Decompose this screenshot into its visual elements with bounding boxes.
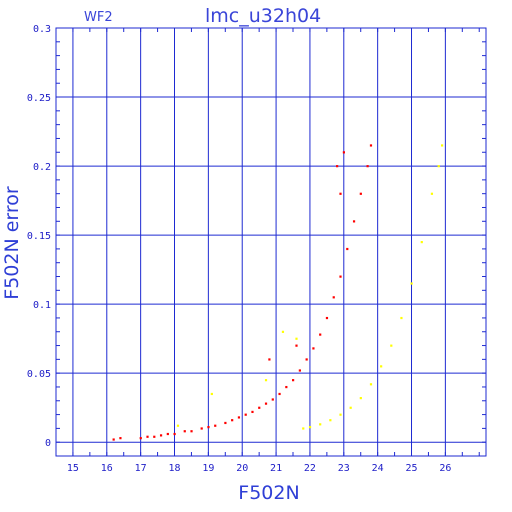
x-tick-label: 21 bbox=[270, 463, 282, 474]
data-point bbox=[380, 365, 383, 368]
y-tick-label: 0.3 bbox=[33, 24, 51, 35]
data-point bbox=[237, 416, 241, 419]
data-point bbox=[430, 192, 434, 195]
x-tick-label: 17 bbox=[135, 463, 147, 474]
data-point bbox=[268, 358, 271, 361]
data-point bbox=[207, 426, 210, 429]
points-layer bbox=[112, 144, 444, 441]
data-point bbox=[359, 192, 362, 195]
data-point bbox=[342, 151, 345, 154]
x-tick-label: 26 bbox=[439, 463, 451, 474]
y-tick-label: 0.2 bbox=[33, 162, 51, 173]
data-point bbox=[305, 358, 308, 361]
x-tick-label: 25 bbox=[405, 463, 417, 474]
data-point bbox=[437, 165, 440, 168]
chart-title: lmc_u32h04 bbox=[205, 5, 321, 27]
data-point bbox=[339, 192, 342, 195]
data-point bbox=[258, 406, 261, 409]
data-point bbox=[264, 379, 268, 382]
data-point bbox=[346, 247, 349, 251]
x-tick-label: 15 bbox=[67, 463, 79, 474]
data-point bbox=[410, 282, 413, 285]
data-point bbox=[139, 437, 142, 440]
data-point bbox=[312, 347, 315, 350]
x-tick-label: 19 bbox=[202, 463, 214, 474]
data-point bbox=[308, 426, 312, 429]
data-point bbox=[244, 413, 247, 416]
y-tick-label: 0 bbox=[45, 438, 51, 449]
x-tick-label: 23 bbox=[338, 463, 350, 474]
data-point bbox=[420, 241, 423, 244]
data-point bbox=[359, 397, 362, 400]
y-tick-label: 0.1 bbox=[33, 300, 51, 311]
data-point bbox=[366, 165, 369, 168]
chart-subtitle: WF2 bbox=[84, 10, 113, 25]
x-axis-label: F502N bbox=[238, 482, 299, 504]
data-point bbox=[339, 275, 342, 278]
data-point bbox=[390, 344, 393, 347]
data-point bbox=[119, 437, 122, 440]
data-point bbox=[319, 333, 322, 336]
data-point bbox=[200, 427, 203, 430]
data-point bbox=[369, 383, 373, 386]
data-point bbox=[183, 430, 186, 433]
data-point bbox=[440, 144, 444, 147]
data-point bbox=[231, 419, 234, 422]
data-point bbox=[159, 434, 163, 437]
data-point bbox=[400, 316, 403, 320]
data-point bbox=[173, 432, 176, 436]
data-point bbox=[292, 379, 295, 382]
data-point bbox=[319, 423, 322, 426]
frame-layer bbox=[55, 27, 487, 457]
data-point bbox=[251, 410, 254, 414]
data-point bbox=[285, 385, 288, 389]
grid-layer bbox=[56, 27, 486, 456]
data-point bbox=[325, 316, 329, 320]
data-point bbox=[176, 424, 180, 427]
data-point bbox=[214, 424, 217, 427]
y-tick-label: 0.05 bbox=[27, 369, 51, 380]
data-point bbox=[166, 432, 169, 436]
data-point bbox=[278, 392, 281, 396]
data-point bbox=[302, 427, 305, 430]
data-point bbox=[146, 435, 149, 438]
data-point bbox=[339, 413, 342, 416]
data-point bbox=[281, 330, 285, 333]
data-point bbox=[264, 402, 268, 405]
data-point bbox=[332, 296, 335, 299]
data-point bbox=[153, 435, 156, 438]
x-tick-label: 24 bbox=[372, 463, 384, 474]
data-point bbox=[349, 406, 352, 409]
data-point bbox=[369, 144, 373, 147]
data-point bbox=[329, 419, 332, 422]
x-tick-label: 16 bbox=[101, 463, 113, 474]
data-point bbox=[210, 392, 213, 396]
x-tick-label: 22 bbox=[304, 463, 316, 474]
y-tick-label: 0.15 bbox=[27, 231, 51, 242]
y-axis-label: F502N error bbox=[1, 186, 23, 300]
data-point bbox=[190, 430, 193, 433]
data-point bbox=[336, 165, 339, 168]
y-tick-label: 0.25 bbox=[27, 93, 51, 104]
data-point bbox=[271, 398, 274, 401]
ticks-layer: 15 16 17 18 19 20 21 22 23 24 25 26 0 0.05 0.1 0.15 0.2 0… bbox=[27, 24, 451, 474]
data-point bbox=[352, 220, 356, 223]
x-tick-label: 18 bbox=[168, 463, 180, 474]
data-point bbox=[112, 438, 115, 441]
data-point bbox=[295, 344, 298, 347]
data-point bbox=[224, 421, 227, 425]
plot-frame bbox=[55, 27, 487, 457]
data-point bbox=[295, 337, 298, 340]
data-point bbox=[298, 369, 301, 372]
x-tick-label: 20 bbox=[236, 463, 248, 474]
